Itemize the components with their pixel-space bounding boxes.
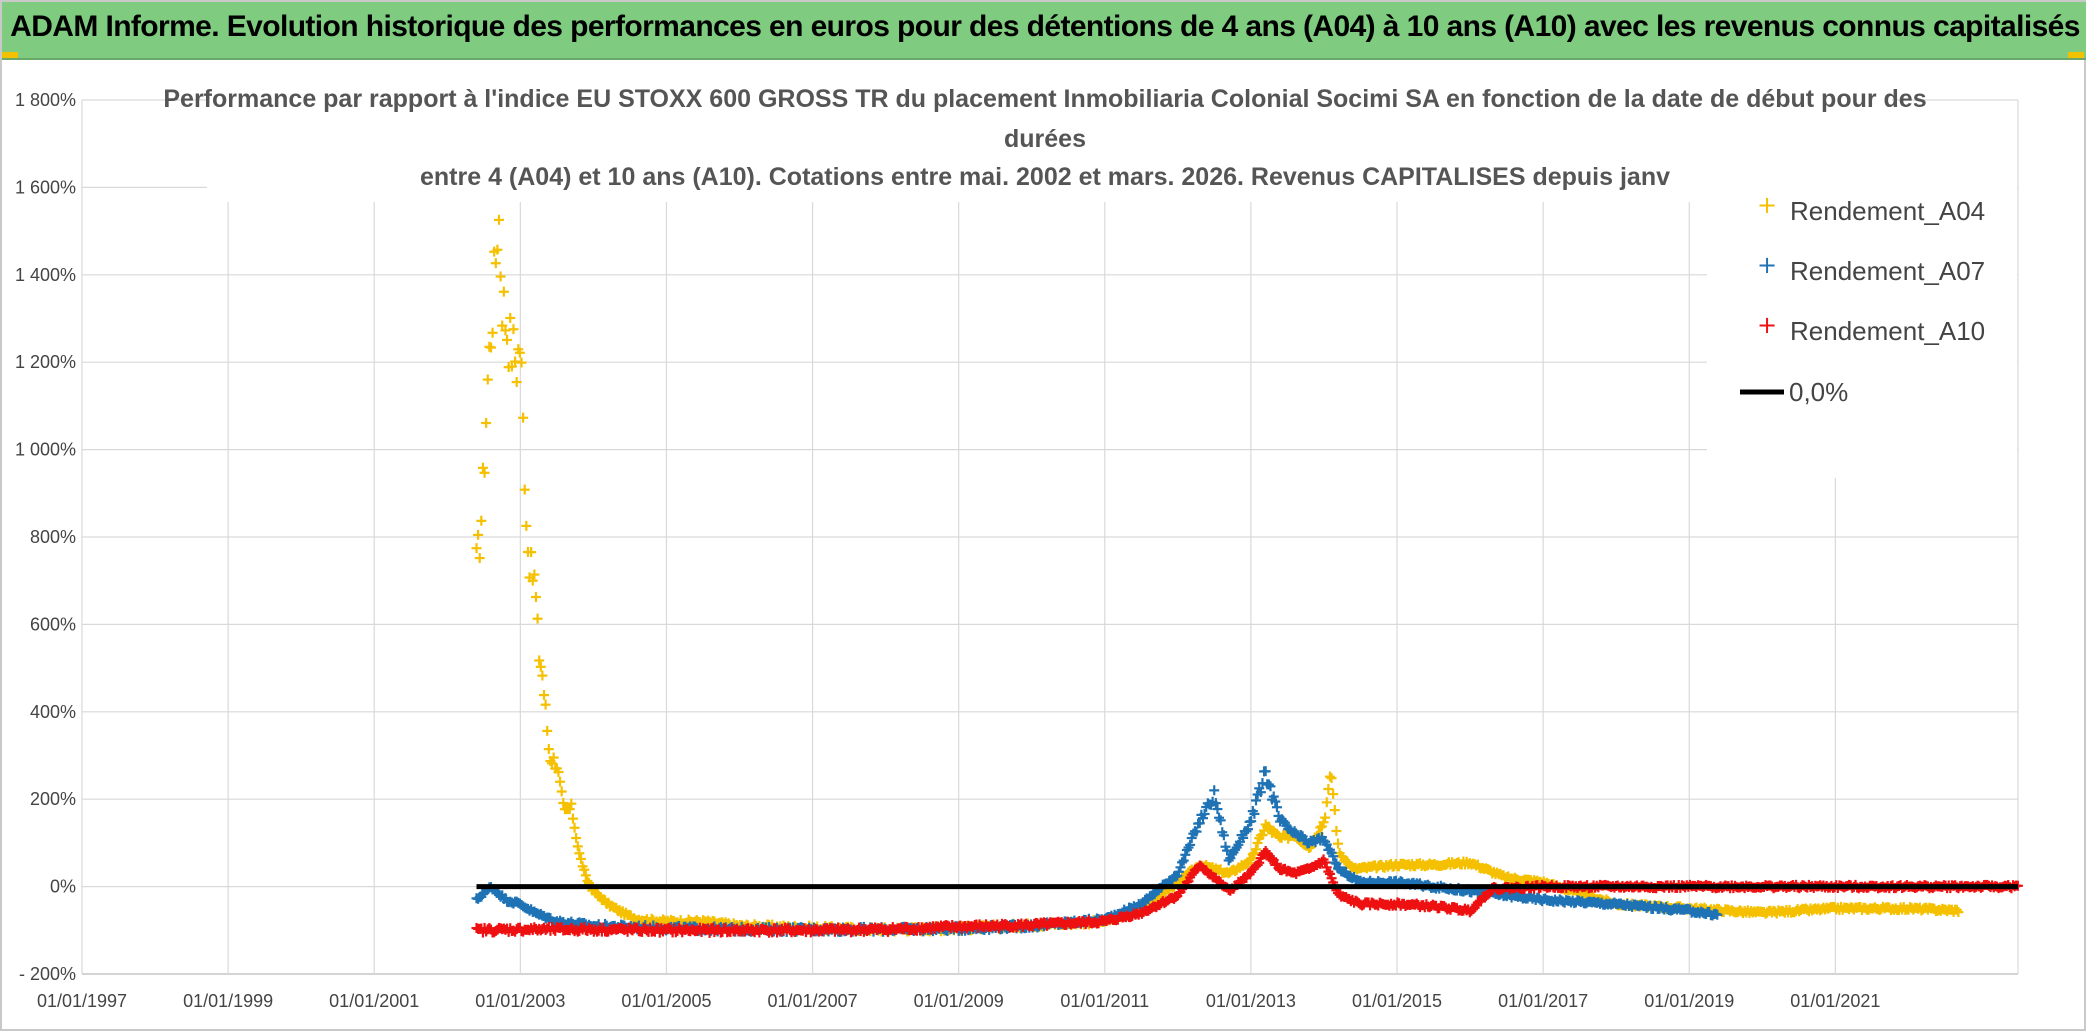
data-point-v — [1276, 802, 1278, 812]
data-point-v — [570, 799, 572, 809]
data-point-v — [1253, 809, 1255, 819]
data-point-v — [483, 468, 485, 478]
data-point-v — [1957, 907, 1959, 917]
y-tick-label: 1 200% — [15, 352, 76, 372]
data-point-v — [559, 777, 561, 787]
report-title: ADAM Informe. Evolution historique des p… — [2, 10, 2086, 44]
data-point-v — [509, 313, 511, 323]
data-point-v — [477, 530, 479, 540]
x-tick-label: 01/01/2011 — [1060, 991, 1149, 1011]
report-banner: ADAM Informe. Evolution historique des p… — [2, 2, 2086, 60]
x-tick-label: 01/01/2013 — [1206, 991, 1296, 1011]
data-point-v — [512, 324, 514, 334]
data-point-v — [506, 335, 508, 345]
data-point-v — [1213, 785, 1215, 795]
data-point-v — [1223, 830, 1225, 840]
data-point-v — [522, 413, 524, 423]
data-point-v — [548, 744, 550, 754]
data-point-v — [1337, 839, 1339, 849]
data-point-v — [543, 690, 545, 700]
data-point-v — [1334, 805, 1336, 815]
data-point-v — [503, 287, 505, 297]
data-point-v — [500, 271, 502, 281]
x-tick-label: 01/01/2017 — [1498, 991, 1588, 1011]
data-point-v — [572, 814, 574, 824]
data-point-v — [1716, 910, 1718, 920]
x-tick-label: 01/01/2021 — [1790, 991, 1880, 1011]
data-point-v — [487, 374, 489, 384]
y-tick-label: 400% — [30, 702, 76, 722]
data-point-v — [1327, 784, 1329, 794]
data-point-v — [530, 547, 532, 557]
y-tick-label: 600% — [30, 614, 76, 634]
data-point-v — [1332, 789, 1334, 799]
x-tick-label: 01/01/1999 — [183, 991, 273, 1011]
data-point-v — [514, 356, 516, 366]
data-point-v — [485, 418, 487, 428]
x-tick-label: 01/01/2019 — [1644, 991, 1734, 1011]
data-point-v — [516, 377, 518, 387]
data-point-v — [545, 700, 547, 710]
data-point-v — [496, 245, 498, 255]
y-tick-label: 0% — [50, 877, 76, 897]
data-point-v — [1330, 773, 1332, 783]
y-tick-label: - 200% — [19, 964, 76, 984]
data-point-v — [536, 614, 538, 624]
data-point-v — [480, 516, 482, 526]
data-point-v — [520, 357, 522, 367]
data-point-v — [501, 321, 503, 331]
data-point-v — [493, 247, 495, 257]
performance-chart: - 200% 0% 200% 400% 600% 800% 1 000% 1 200% 1 40… — [2, 58, 2086, 1033]
data-point-v — [1269, 781, 1271, 791]
data-point-v — [541, 671, 543, 681]
y-tick-label: 1 600% — [15, 177, 76, 197]
data-point-v — [557, 767, 559, 777]
x-tick-label: 01/01/2003 — [475, 991, 565, 1011]
data-point-v — [498, 215, 500, 225]
x-tick-labels: 01/01/1997 01/01/1999 01/01/2001 01/01/2003… — [37, 991, 1880, 1011]
x-tick-label: 01/01/2005 — [621, 991, 711, 1011]
data-point-v — [1261, 778, 1263, 788]
data-point-v — [525, 521, 527, 531]
y-tick-label: 800% — [30, 527, 76, 547]
y-tick-labels: - 200% 0% 200% 400% 600% 800% 1 000% 1 200% 1 40… — [15, 90, 76, 984]
data-point-v — [1326, 797, 1328, 807]
data-point-v — [561, 786, 563, 796]
data-point-v — [495, 258, 497, 268]
data-point-v — [1212, 797, 1214, 807]
y-tick-label: 1 400% — [15, 265, 76, 285]
data-point-v — [519, 348, 521, 358]
data-point-v — [491, 328, 493, 338]
data-point-v — [573, 823, 575, 833]
data-point-v — [533, 569, 535, 579]
y-tick-label: 200% — [30, 789, 76, 809]
data-point-v — [1324, 813, 1326, 823]
data-point-v — [1220, 815, 1222, 825]
x-tick-label: 01/01/2015 — [1352, 991, 1442, 1011]
data-point-v — [1265, 766, 1267, 776]
data-point-v — [535, 592, 537, 602]
data-point-v — [1260, 787, 1262, 797]
x-tick-label: 01/01/2009 — [914, 991, 1004, 1011]
x-tick-label: 01/01/2001 — [329, 991, 419, 1011]
data-point-v — [475, 543, 477, 553]
data-point-v — [511, 361, 513, 371]
data-point-v — [504, 325, 506, 335]
data-point-v — [1216, 804, 1218, 814]
x-tick-label: 01/01/1997 — [37, 991, 127, 1011]
y-tick-label: 1 800% — [15, 90, 76, 110]
data-point-v — [1335, 826, 1337, 836]
data-point-v — [479, 553, 481, 563]
y-tick-label: 1 000% — [15, 440, 76, 460]
series-a07 — [472, 766, 1723, 937]
data-point-v — [553, 752, 555, 762]
data-point-v — [490, 343, 492, 353]
data-point-v — [1250, 816, 1252, 826]
data-point-v — [546, 726, 548, 736]
x-tick-label: 01/01/2007 — [768, 991, 858, 1011]
data-point-v — [540, 662, 542, 672]
data-point-v — [524, 485, 526, 495]
